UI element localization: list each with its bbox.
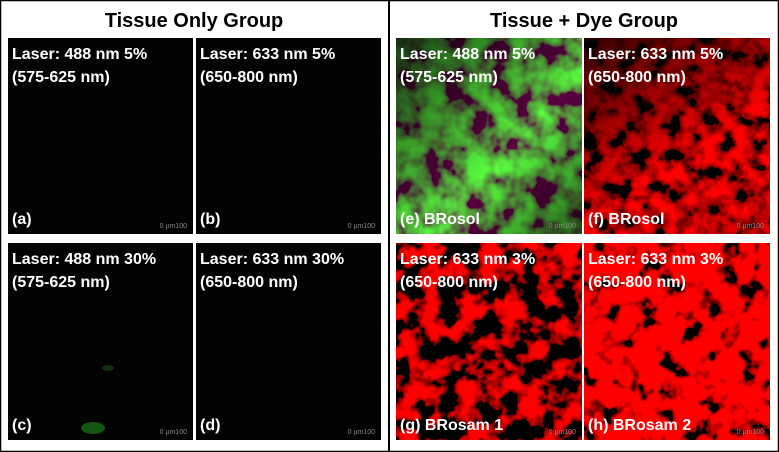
- scale-label: 0 µm100: [348, 223, 375, 230]
- panel-image: [8, 38, 193, 234]
- shade: [396, 38, 582, 234]
- range-label: (650-800 nm): [400, 274, 498, 291]
- panel: Laser: 488 nm 5% (575-625 nm) (a) 0 µm100: [8, 38, 193, 234]
- panel: Laser: 633 nm 3% (650-800 nm) (h) BRosam 2…: [584, 243, 770, 440]
- range-label: (575-625 nm): [12, 69, 110, 86]
- panel: Laser: 633 nm 5% (650-800 nm) (b) 0 µm100: [196, 38, 381, 234]
- group-title: Tissue Only Group: [105, 10, 284, 32]
- laser-label: Laser: 633 nm 30%: [200, 251, 344, 268]
- scale-label: 0 µm100: [549, 429, 576, 436]
- laser-label: Laser: 488 nm 30%: [12, 251, 156, 268]
- panel-label: (e) BRosol: [400, 211, 480, 228]
- panel-label: (a): [12, 211, 32, 228]
- panel-label: (g) BRosam 1: [400, 417, 503, 434]
- glow: [81, 422, 105, 434]
- panel: Laser: 488 nm 30% (575-625 nm) (c) 0 µm100: [8, 243, 193, 440]
- panel: Laser: 633 nm 5% (650-800 nm) (f) BRosol 0 …: [584, 38, 770, 234]
- panel-image: [196, 38, 381, 234]
- scale-label: 0 µm100: [160, 223, 187, 230]
- texture: [396, 243, 582, 440]
- texture: [584, 243, 770, 440]
- panel-label: (h) BRosam 2: [588, 417, 691, 434]
- group-title: Tissue + Dye Group: [490, 10, 678, 32]
- panel: Laser: 633 nm 3% (650-800 nm) (g) BRosam 1…: [396, 243, 582, 440]
- glow: [102, 365, 114, 371]
- shade: [584, 38, 770, 234]
- panel-image: [8, 243, 193, 440]
- panel-label: (d): [200, 417, 220, 434]
- range-label: (650-800 nm): [200, 274, 298, 291]
- laser-label: Laser: 633 nm 5%: [200, 46, 335, 63]
- range-label: (650-800 nm): [588, 274, 686, 291]
- range-label: (650-800 nm): [588, 69, 686, 86]
- panel: Laser: 633 nm 30% (650-800 nm) (d) 0 µm100: [196, 243, 381, 440]
- laser-label: Laser: 633 nm 5%: [588, 46, 723, 63]
- scale-label: 0 µm100: [737, 429, 764, 436]
- range-label: (575-625 nm): [12, 274, 110, 291]
- scale-label: 0 µm100: [737, 223, 764, 230]
- panel: Laser: 488 nm 5% (575-625 nm) (e) BRosol 0 …: [396, 38, 582, 234]
- laser-label: Laser: 633 nm 3%: [400, 251, 535, 268]
- range-label: (650-800 nm): [200, 69, 298, 86]
- content: Tissue Only Group Laser: 488 nm 5% (575-62…: [8, 10, 770, 440]
- range-label: (575-625 nm): [400, 69, 498, 86]
- panel-label: (f) BRosol: [588, 211, 664, 228]
- panel-label: (c): [12, 417, 32, 434]
- panel-label: (b): [200, 211, 220, 228]
- scale-label: 0 µm100: [160, 429, 187, 436]
- laser-label: Laser: 488 nm 5%: [12, 46, 147, 63]
- laser-label: Laser: 633 nm 3%: [588, 251, 723, 268]
- laser-label: Laser: 488 nm 5%: [400, 46, 535, 63]
- scale-label: 0 µm100: [549, 223, 576, 230]
- scale-label: 0 µm100: [348, 429, 375, 436]
- panel-image: [196, 243, 381, 440]
